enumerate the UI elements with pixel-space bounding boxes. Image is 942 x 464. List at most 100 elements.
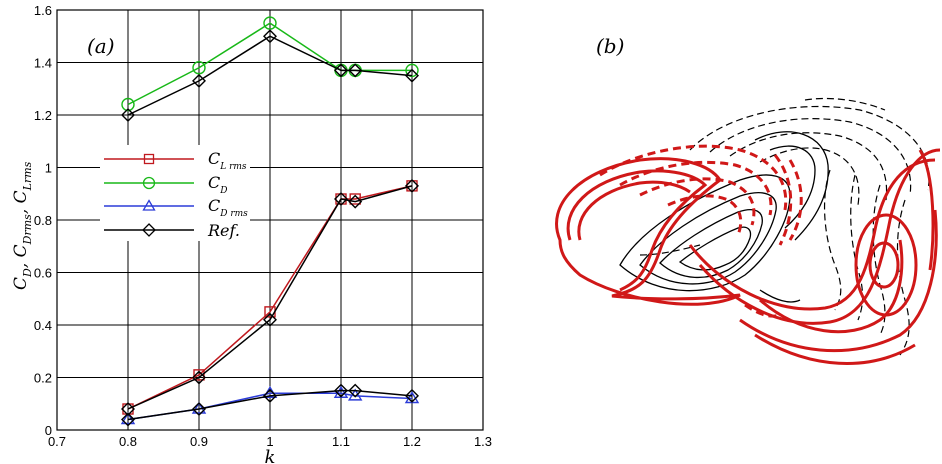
series-line bbox=[127, 185, 413, 410]
data-point-diamond bbox=[121, 108, 135, 122]
series-diamond bbox=[121, 383, 419, 427]
contour-line bbox=[872, 184, 886, 336]
contour-line bbox=[729, 132, 888, 201]
data-point-diamond bbox=[405, 388, 419, 403]
contour-line bbox=[698, 148, 941, 325]
data-point-diamond bbox=[405, 178, 419, 193]
data-point-diamond bbox=[334, 63, 348, 78]
contour-line bbox=[689, 105, 930, 191]
contour-line bbox=[688, 158, 936, 311]
contour-line bbox=[773, 154, 793, 246]
contour-line bbox=[599, 144, 788, 211]
black-dashed-contours bbox=[639, 97, 930, 356]
data-point-diamond bbox=[263, 312, 277, 327]
series-line bbox=[127, 35, 413, 116]
contour-line bbox=[744, 303, 781, 318]
contour-line bbox=[639, 192, 777, 285]
x-tick-label: 0.8 bbox=[119, 434, 137, 449]
x-tick-label: 1 bbox=[266, 434, 273, 449]
x-axis-label: k bbox=[265, 447, 276, 464]
series-line bbox=[127, 389, 413, 421]
data-point-diamond bbox=[334, 383, 348, 398]
legend-label-cd: CD bbox=[208, 173, 227, 196]
legend-background bbox=[100, 145, 250, 241]
y-tick-label: 0.2 bbox=[34, 371, 52, 386]
data-point-square bbox=[406, 180, 418, 192]
series-line bbox=[127, 185, 413, 410]
data-point-triangle bbox=[347, 388, 363, 401]
contour-line bbox=[555, 157, 741, 306]
data-point-square bbox=[193, 369, 205, 381]
black-solid-contours bbox=[619, 131, 829, 303]
contour-line bbox=[854, 213, 918, 317]
data-point-diamond bbox=[192, 402, 206, 416]
contour-line bbox=[868, 241, 900, 289]
contour-line bbox=[659, 209, 763, 279]
panel-b-label: (b) bbox=[596, 34, 624, 58]
y-tick-label: 0.4 bbox=[34, 318, 52, 333]
data-point-circle bbox=[121, 97, 135, 112]
data-point-diamond bbox=[334, 192, 348, 206]
data-point-diamond bbox=[263, 388, 277, 403]
y-tick-label: 0.8 bbox=[34, 213, 52, 228]
legend-entry-clrms: CL rms bbox=[104, 149, 247, 172]
contour-line bbox=[754, 333, 916, 365]
y-axis-label: CD, CDrms, CLrms bbox=[11, 161, 34, 290]
plot-frame bbox=[56, 9, 484, 431]
contour-line bbox=[739, 209, 938, 353]
legend-marker-triangle bbox=[142, 199, 156, 211]
x-tick-label: 0.9 bbox=[190, 434, 208, 449]
data-point-diamond bbox=[348, 194, 363, 209]
panel-a-label: (a) bbox=[87, 34, 115, 58]
data-point-diamond bbox=[192, 73, 206, 88]
contour-line bbox=[918, 149, 935, 271]
contour-line bbox=[639, 244, 701, 256]
legend-label-ref: Ref. bbox=[207, 221, 240, 240]
legend-entry-cd: CD bbox=[104, 173, 227, 196]
contour-line bbox=[619, 160, 773, 216]
data-point-circle bbox=[192, 61, 206, 75]
tick-labels: 0.7 0.8 0.9 1 1.1 1.2 1.3 0 0.2 0.4 0.6 0.8 1 1.2 1.4 1… bbox=[34, 3, 492, 449]
panel-a-chart: 0.7 0.8 0.9 1 1.1 1.2 1.3 0 0.2 0.4 0.6 0.8 1 1.2 1.4 1… bbox=[11, 3, 492, 464]
x-tick-label: 1.2 bbox=[403, 434, 421, 449]
data-point-diamond bbox=[348, 383, 363, 398]
contour-line bbox=[759, 147, 860, 206]
data-point-diamond bbox=[192, 370, 206, 385]
contour-line bbox=[759, 239, 904, 334]
y-tick-label: 1.6 bbox=[34, 3, 52, 18]
data-point-circle bbox=[263, 16, 277, 30]
data-point-circle bbox=[405, 63, 419, 78]
contour-line bbox=[566, 169, 708, 292]
y-tick-label: 0.6 bbox=[34, 266, 52, 281]
data-point-diamond bbox=[121, 412, 135, 427]
data-point-diamond bbox=[405, 68, 419, 83]
contour-line bbox=[577, 180, 691, 241]
legend-entry-cdrms: CD rms bbox=[104, 196, 248, 219]
red-solid-contours bbox=[555, 148, 941, 365]
legend-marker-diamond bbox=[142, 223, 156, 237]
data-point-diamond bbox=[121, 402, 135, 416]
contour-line bbox=[769, 145, 816, 229]
data-point-diamond bbox=[348, 63, 363, 78]
x-tick-label: 1.1 bbox=[332, 434, 350, 449]
legend-label-clrms: CL rms bbox=[208, 149, 247, 172]
y-tick-label: 1.2 bbox=[34, 108, 52, 123]
contour-line bbox=[759, 289, 801, 303]
legend: CL rms CD CD rms Ref. bbox=[100, 145, 250, 241]
contour-line bbox=[667, 194, 743, 236]
x-tick-label: 0.7 bbox=[48, 434, 66, 449]
series-line bbox=[127, 22, 412, 106]
data-point-square bbox=[335, 193, 347, 205]
data-point-diamond bbox=[263, 29, 277, 44]
panel-b-contour: (b) bbox=[555, 34, 941, 365]
contour-line bbox=[678, 226, 752, 271]
legend-entry-ref: Ref. bbox=[104, 221, 240, 240]
contour-line bbox=[850, 174, 864, 321]
y-tick-label: 1.4 bbox=[34, 56, 52, 71]
contour-line bbox=[896, 199, 910, 356]
x-tick-label: 1.3 bbox=[474, 434, 492, 449]
series-square bbox=[122, 180, 418, 415]
contour-line bbox=[788, 159, 803, 241]
data-point-square bbox=[349, 193, 361, 205]
